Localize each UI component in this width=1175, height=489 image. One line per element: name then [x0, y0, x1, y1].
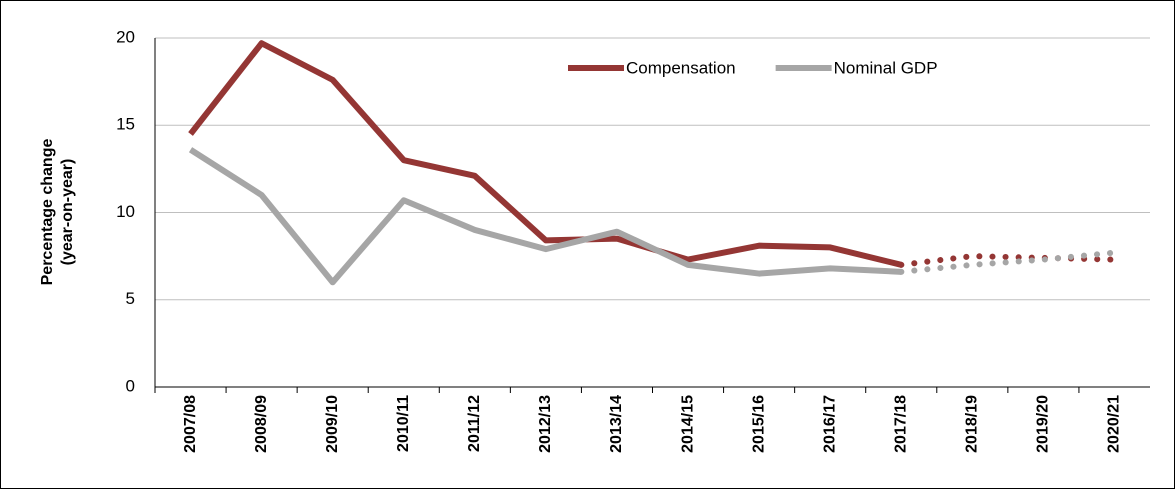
y-tick-label: 20 [116, 27, 135, 46]
x-tick-label: 2008/09 [253, 395, 270, 453]
x-tick-label: 2012/13 [537, 395, 554, 453]
y-tick-label: 0 [126, 376, 135, 395]
series-line [188, 147, 902, 286]
x-tick-label: 2014/15 [679, 395, 696, 453]
x-tick-label: 2007/08 [182, 395, 199, 453]
y-axis-label: Percentage change [39, 139, 56, 286]
y-tick-label: 10 [116, 202, 135, 221]
x-tick-label: 2013/14 [608, 395, 625, 453]
legend-label: Nominal GDP [834, 58, 938, 77]
x-tick-label: 2018/19 [964, 395, 981, 453]
y-tick-label: 5 [126, 289, 135, 308]
y-tick-label: 15 [116, 115, 135, 134]
legend-label: Compensation [626, 58, 736, 77]
x-tick-label: 2016/17 [821, 395, 838, 453]
x-tick-label: 2015/16 [750, 395, 767, 453]
x-tick-label: 2019/20 [1035, 395, 1052, 453]
x-tick-label: 2020/21 [1106, 395, 1123, 453]
x-tick-label: 2010/11 [395, 395, 412, 452]
forecast-line [898, 249, 1118, 275]
x-tick-label: 2009/10 [324, 395, 341, 453]
x-tick-label: 2017/18 [892, 395, 909, 453]
y-axis-label: (year-on-year) [59, 159, 76, 266]
series-line [188, 40, 902, 268]
forecast-line [898, 253, 1118, 268]
x-tick-label: 2011/12 [466, 395, 483, 452]
